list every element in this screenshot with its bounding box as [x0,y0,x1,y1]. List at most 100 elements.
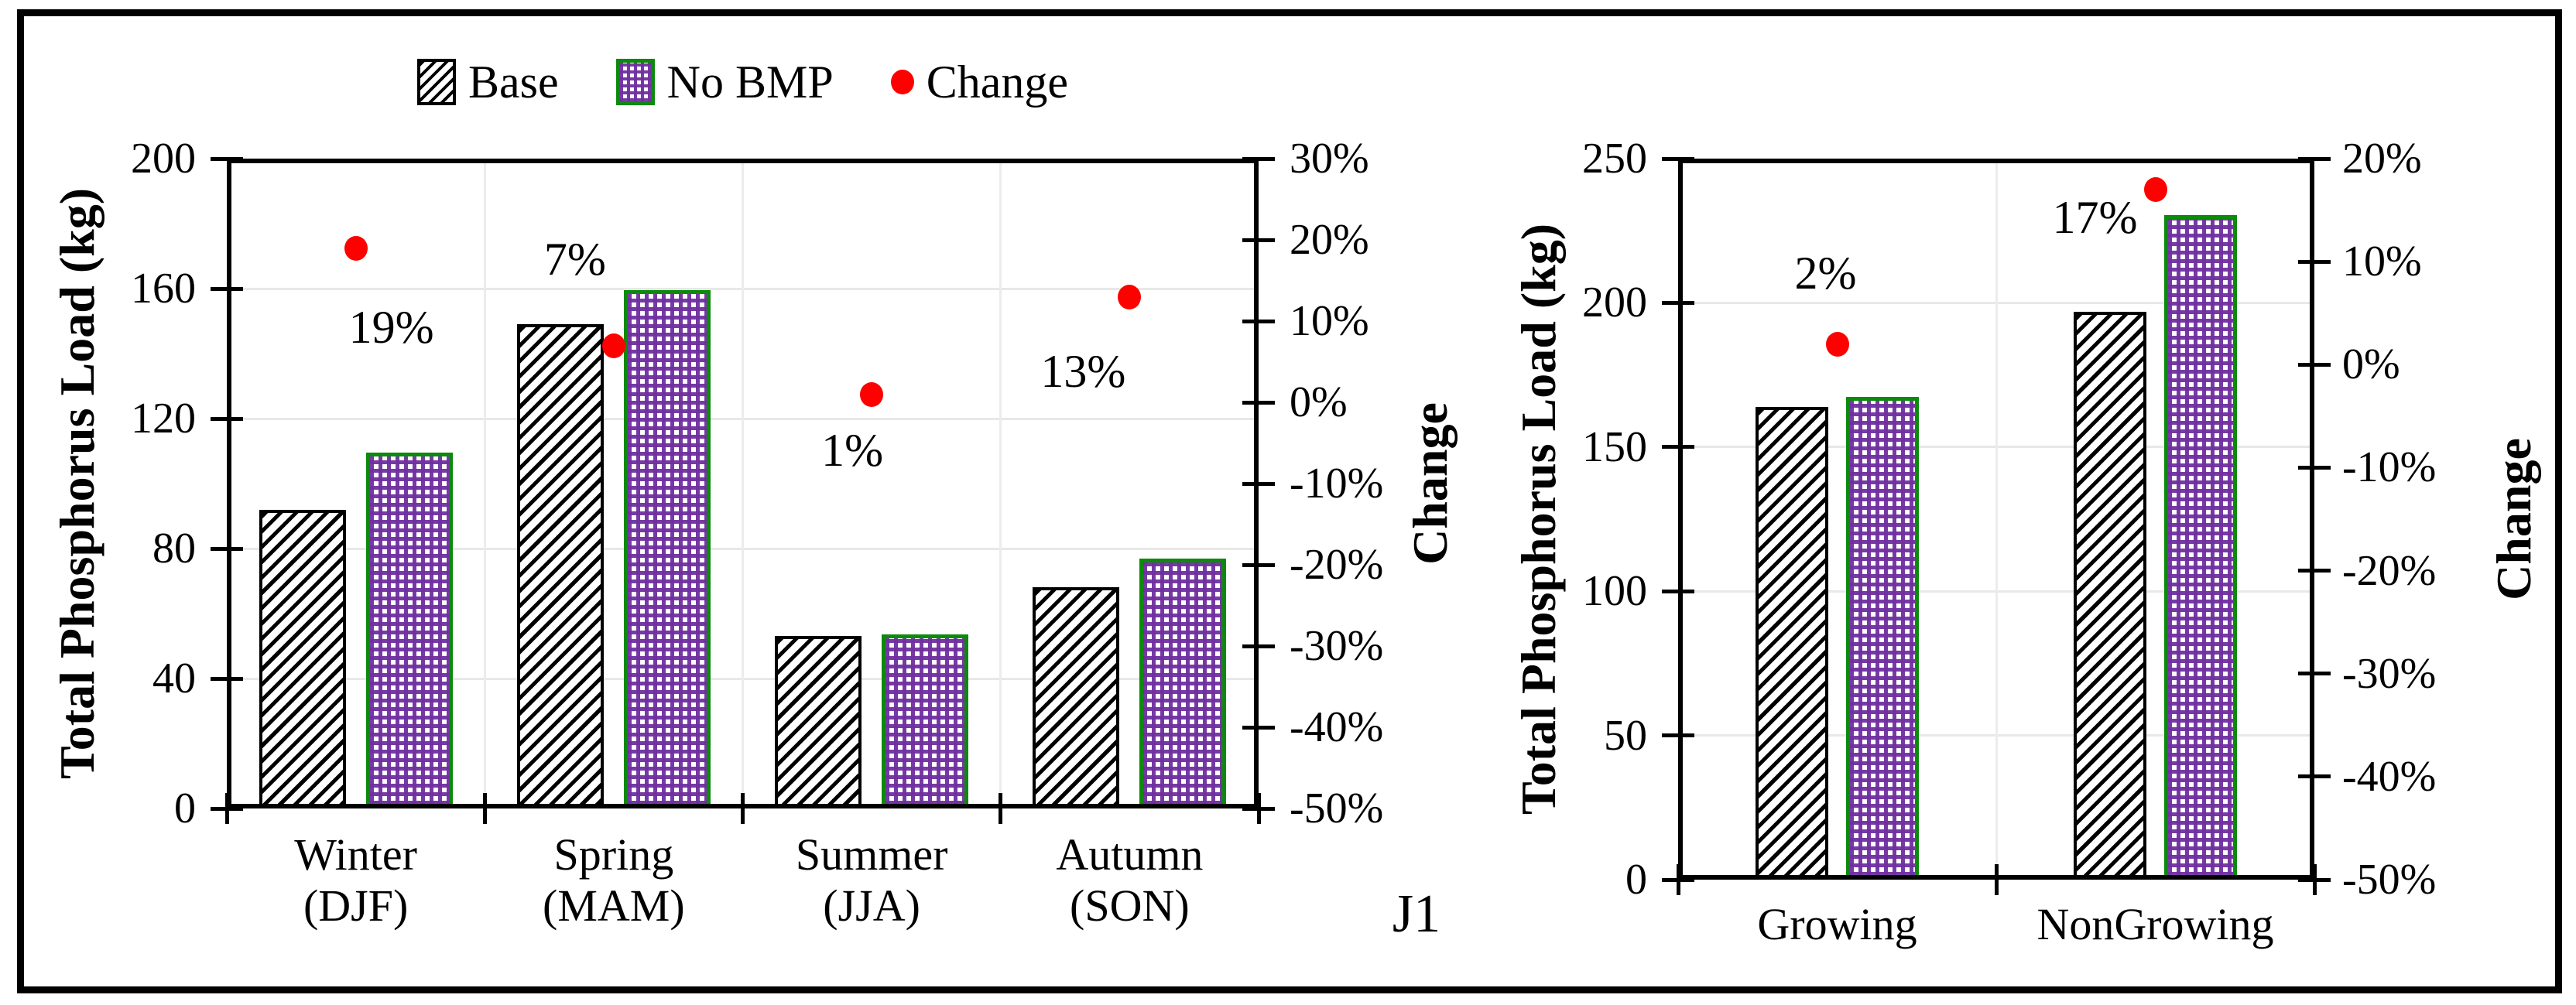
y-axis-tick-label: 100 [1582,567,1647,616]
y-axis-tick-label: 120 [131,395,196,443]
gridline-vertical [999,159,1002,808]
secondary-axis-tick [2298,774,2331,779]
secondary-axis-tick-label: 30% [1290,135,1369,183]
change-value-label: 13% [1040,345,1126,397]
x-axis-tick [1994,864,1999,895]
secondary-axis-tick-label: -50% [1290,785,1384,832]
secondary-axis-tick [2298,259,2331,264]
y-axis-tick-label: 200 [131,135,196,183]
y-axis-tick [211,676,243,681]
change-value-label: 7% [543,233,606,285]
secondary-axis-tick [1242,725,1275,730]
secondary-axis-tick-label: -30% [2342,649,2437,698]
change-dot [344,235,368,261]
x-axis-tick [482,793,487,824]
y-axis-tick-label: 0 [1625,856,1647,904]
y-axis-tick [1662,445,1694,450]
category-label: Summer (JJA) [743,829,1001,932]
subplot-label: J1 [1392,884,1441,944]
secondary-axis-tick-label: -50% [2342,856,2437,904]
y-axis-tick [1662,156,1694,161]
secondary-axis-tick-label: -10% [1290,460,1384,508]
secondary-axis-tick [2298,465,2331,470]
y-axis-tick [1662,589,1694,593]
category-label-line: NonGrowing [2036,899,2274,949]
secondary-axis-tick-label: 20% [1290,216,1369,264]
secondary-axis-tick [1242,644,1275,648]
bar-no-bmp-3 [882,634,969,808]
x-axis-tick [1676,864,1680,895]
y-axis-tick [211,156,243,161]
y-axis-tick-label: 0 [174,785,196,832]
gridline-vertical [483,159,486,808]
y-axis-tick [1662,733,1694,738]
hatch-swatch-icon [417,59,456,105]
change-value-label: 2% [1794,247,1857,299]
x-axis-tick [2312,864,2317,895]
change-dot [1118,284,1142,309]
bar-base-2 [2074,311,2146,880]
y-axis-tick [211,546,243,551]
bar-no-bmp-2 [2164,214,2237,880]
category-label-line: Autumn [1056,829,1204,880]
secondary-axis-tick [1242,156,1275,161]
change-dot-icon [890,70,914,94]
secondary-axis-tick [1242,238,1275,242]
legend-label: Base [468,56,559,108]
category-label-line: Summer [795,829,948,880]
gridline-vertical [1995,159,1998,880]
x-axis-tick [224,793,229,824]
bar-no-bmp-1 [365,453,453,808]
change-value-label: 19% [348,301,434,353]
secondary-axis-tick-label: -20% [2342,546,2437,595]
secondary-axis-tick [1242,400,1275,405]
secondary-axis-tick-label: 10% [2342,238,2422,286]
secondary-axis-tick-label: 20% [2342,135,2422,183]
change-value-label: 1% [821,424,884,476]
figure-border [17,9,2562,993]
secondary-axis-tick-label: 0% [2342,340,2400,389]
x-axis-tick [1256,793,1261,824]
y-axis-tick-label: 250 [1582,135,1647,183]
legend-label: No BMP [666,56,834,108]
legend-item-no-bmp: No BMP [615,55,834,109]
category-label-line: (DJF) [303,880,409,931]
bar-base-1 [259,509,346,808]
change-dot [1825,331,1849,357]
y-axis-tick [1662,300,1694,305]
category-label-line: (JJA) [823,880,920,931]
secondary-axis-tick [1242,319,1275,323]
legend-item-change: Change [890,55,1068,109]
secondary-axis-tick-label: 10% [1290,297,1369,345]
category-label-line: Spring [553,829,674,880]
category-label: Winter (DJF) [227,829,485,932]
secondary-axis-tick-label: -20% [1290,541,1384,589]
change-dot [860,381,884,407]
check-swatch-icon [615,59,655,105]
x-axis-tick [999,793,1003,824]
secondary-axis-tick [2298,672,2331,676]
secondary-axis-tick-label: -40% [1290,703,1384,751]
secondary-axis-tick-label: -40% [2342,752,2437,801]
legend-item-base: Base [417,55,559,109]
secondary-axis-tick [2298,569,2331,573]
y-axis-tick-label: 160 [131,265,196,313]
legend-label: Change [926,56,1068,108]
gridline-vertical [742,159,744,808]
y-axis-tick-label: 150 [1582,422,1647,471]
category-label-line: (SON) [1070,880,1190,931]
x-axis-tick [741,793,745,824]
y-axis-tick-label: 200 [1582,279,1647,327]
y-axis-tick-label: 50 [1604,711,1647,760]
category-label-line: Winter [294,829,417,880]
change-dot [601,333,625,358]
category-label: Growing [1678,899,1996,950]
bar-base-4 [1033,587,1120,808]
secondary-axis-tick [1242,562,1275,567]
category-label: Autumn (SON) [1001,829,1259,932]
secondary-axis-tick [2298,156,2331,161]
category-label: Spring (MAM) [485,829,742,932]
secondary-axis-tick-label: 0% [1290,378,1348,426]
category-label-line: (MAM) [543,880,685,931]
